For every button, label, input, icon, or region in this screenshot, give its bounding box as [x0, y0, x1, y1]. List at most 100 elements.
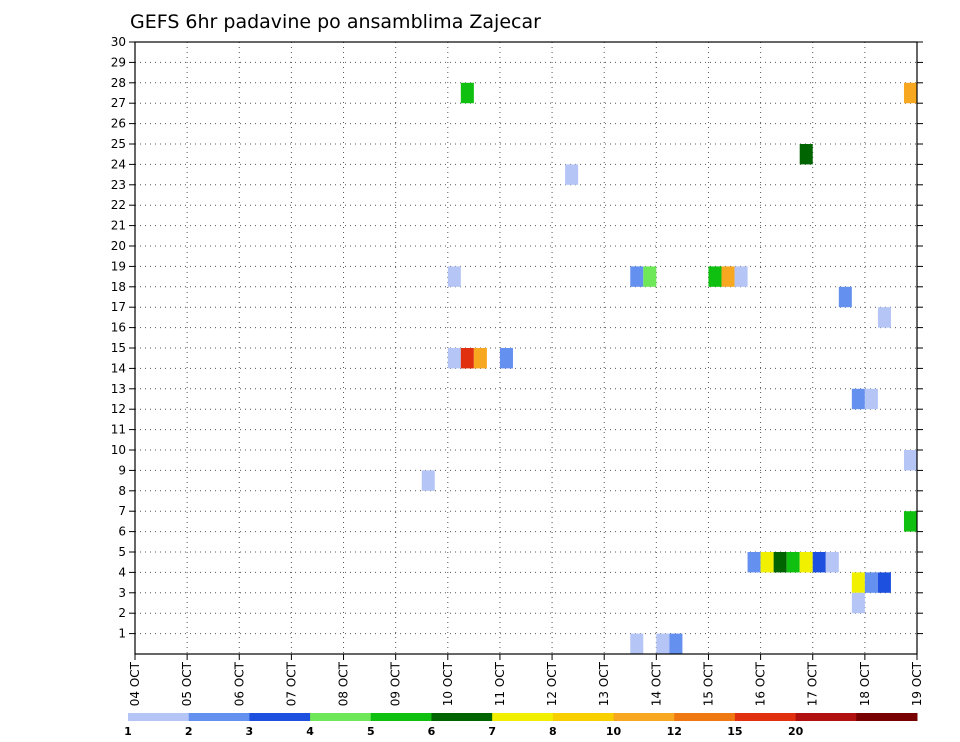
- y-tick-label: 18: [111, 280, 126, 294]
- x-tick-label: 06 OCT: [232, 661, 246, 706]
- y-tick-label: 17: [111, 300, 126, 314]
- y-tick-label: 21: [111, 219, 126, 233]
- x-tick-label: 10 OCT: [441, 661, 455, 706]
- y-tick-label: 16: [111, 321, 126, 335]
- precip-cell: [565, 164, 579, 185]
- colorbar-segment: [734, 713, 797, 721]
- y-tick-label: 2: [118, 606, 126, 620]
- colorbar-label: 2: [185, 725, 193, 738]
- precip-cell: [851, 592, 865, 614]
- y-tick-label: 1: [118, 627, 126, 641]
- precip-cell: [825, 552, 839, 573]
- precip-cell: [903, 450, 917, 471]
- y-tick-label: 11: [111, 423, 126, 437]
- precip-cell: [903, 82, 917, 104]
- precip-cell: [421, 470, 435, 491]
- precipitation-cells: [421, 82, 917, 654]
- y-tick-label: 13: [111, 382, 126, 396]
- y-tick-label: 28: [111, 76, 126, 90]
- x-tick-label: 17 OCT: [806, 661, 820, 706]
- x-axis-ticks: 04 OCT 05 OCT 06 OCT 07 OCT 08 OCT 09 OCT 10 O…: [128, 654, 924, 706]
- precip-cell: [447, 266, 461, 287]
- y-tick-label: 30: [111, 35, 126, 49]
- precip-cell: [460, 82, 474, 104]
- x-tick-label: 09 OCT: [389, 661, 403, 706]
- colorbar-segment: [310, 713, 372, 721]
- y-tick-label: 25: [111, 137, 126, 151]
- precip-cell: [721, 266, 735, 287]
- y-tick-label: 27: [111, 96, 126, 110]
- colorbar-segment: [492, 713, 554, 721]
- precip-cell: [851, 388, 865, 410]
- y-tick-label: 15: [111, 341, 126, 355]
- precip-cell: [799, 144, 813, 165]
- x-tick-label: 18 OCT: [858, 661, 872, 706]
- precip-cell: [877, 572, 891, 593]
- precip-cell: [473, 348, 487, 369]
- x-tick-label: 05 OCT: [180, 661, 194, 706]
- precip-cell: [838, 286, 852, 308]
- colorbar-segment: [795, 713, 857, 721]
- colorbar-label: 12: [667, 725, 682, 738]
- y-tick-label: 26: [111, 117, 126, 131]
- x-tick-label: 12 OCT: [545, 661, 559, 706]
- precip-cell: [760, 552, 774, 573]
- colorbar-label: 20: [788, 725, 804, 738]
- x-tick-label: 07 OCT: [284, 661, 298, 706]
- y-tick-label: 14: [111, 361, 126, 375]
- precip-cell: [643, 266, 657, 287]
- colorbar-segment: [674, 713, 736, 721]
- grid-layer: [135, 41, 917, 654]
- precip-cell: [903, 511, 917, 532]
- y-tick-label: 3: [118, 586, 126, 600]
- precip-cell: [786, 552, 800, 573]
- y-tick-label: 24: [111, 157, 126, 171]
- precip-cell: [630, 633, 644, 654]
- colorbar-label: 5: [367, 725, 375, 738]
- colorbar-segment: [249, 713, 311, 721]
- precip-cell: [656, 633, 670, 654]
- y-tick-label: 6: [118, 525, 126, 539]
- colorbar-segment: [128, 713, 190, 721]
- colorbar-segment: [431, 713, 493, 721]
- precip-cell: [851, 572, 865, 593]
- colorbar-segment: [613, 713, 675, 721]
- x-tick-label: 19 OCT: [910, 661, 924, 706]
- colorbar-label: 1: [124, 725, 132, 738]
- precip-cell: [799, 552, 813, 573]
- colorbar-segment: [370, 713, 432, 721]
- colorbar-label: 10: [606, 725, 622, 738]
- precip-cell: [447, 348, 461, 369]
- precip-cell: [864, 388, 878, 410]
- x-tick-label: 15 OCT: [701, 661, 715, 706]
- y-tick-label: 8: [118, 484, 126, 498]
- y-tick-label: 20: [111, 239, 126, 253]
- y-tick-label: 10: [111, 443, 126, 457]
- colorbar: 1 2 3 4 5 6 7 8 10 12 15 20: [124, 713, 918, 738]
- y-tick-label: 4: [118, 565, 126, 579]
- precip-cell: [773, 552, 787, 573]
- y-tick-label: 23: [111, 178, 126, 192]
- x-tick-label: 16 OCT: [754, 661, 768, 706]
- y-tick-label: 9: [118, 463, 126, 477]
- colorbar-label: 6: [428, 725, 436, 738]
- colorbar-label: 15: [727, 725, 742, 738]
- precip-cell: [499, 348, 513, 369]
- precip-cell: [669, 633, 683, 654]
- precip-cell: [460, 348, 474, 369]
- colorbar-segment: [856, 713, 918, 721]
- precip-cell: [747, 552, 761, 573]
- colorbar-label: 8: [549, 725, 557, 738]
- x-tick-label: 13 OCT: [597, 661, 611, 706]
- x-tick-label: 11 OCT: [493, 661, 507, 706]
- y-axis-ticks: 1234567891011121314151617181920212223242…: [111, 35, 923, 641]
- x-tick-label: 04 OCT: [128, 661, 142, 706]
- precip-cell: [864, 572, 878, 593]
- x-tick-label: 14 OCT: [649, 661, 663, 706]
- y-tick-label: 12: [111, 402, 126, 416]
- y-tick-label: 22: [111, 198, 126, 212]
- precip-cell: [734, 266, 748, 287]
- y-tick-label: 29: [111, 55, 126, 69]
- colorbar-label: 3: [246, 725, 254, 738]
- colorbar-segment: [188, 713, 250, 721]
